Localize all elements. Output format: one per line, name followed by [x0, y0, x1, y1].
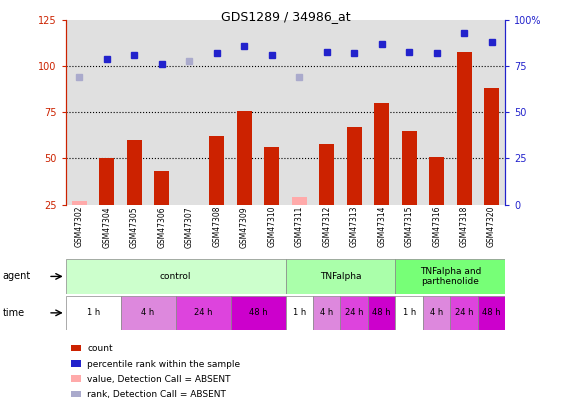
Bar	[154, 171, 170, 205]
Bar	[313, 20, 340, 205]
Text: 4 h: 4 h	[142, 308, 155, 318]
Bar	[176, 20, 203, 205]
Text: rank, Detection Call = ABSENT: rank, Detection Call = ABSENT	[87, 390, 226, 399]
Text: 1 h: 1 h	[292, 308, 306, 318]
Text: 48 h: 48 h	[482, 308, 501, 318]
Bar	[423, 296, 451, 330]
Bar	[374, 103, 389, 205]
Bar	[429, 157, 444, 205]
Bar	[368, 20, 395, 205]
Bar	[72, 201, 87, 205]
Bar	[484, 88, 499, 205]
Bar	[423, 20, 451, 205]
Bar	[66, 259, 286, 294]
Bar	[451, 20, 478, 205]
Bar	[340, 296, 368, 330]
Bar	[340, 20, 368, 205]
Bar	[127, 140, 142, 205]
Bar	[286, 20, 313, 205]
Bar	[66, 20, 93, 205]
Bar	[258, 20, 286, 205]
Bar	[286, 259, 395, 294]
Text: 1 h: 1 h	[87, 308, 100, 318]
Text: 48 h: 48 h	[249, 308, 267, 318]
Bar	[66, 296, 120, 330]
Text: TNFalpha: TNFalpha	[320, 272, 361, 281]
Text: control: control	[160, 272, 191, 281]
Bar	[120, 296, 176, 330]
Bar	[231, 20, 258, 205]
Bar	[231, 296, 286, 330]
Text: TNFalpha and
parthenolide: TNFalpha and parthenolide	[420, 267, 481, 286]
Text: 48 h: 48 h	[372, 308, 391, 318]
Bar	[395, 259, 505, 294]
Bar	[286, 296, 313, 330]
Text: GDS1289 / 34986_at: GDS1289 / 34986_at	[220, 10, 351, 23]
Bar	[203, 20, 231, 205]
Bar	[209, 136, 224, 205]
Bar	[120, 20, 148, 205]
Text: 24 h: 24 h	[455, 308, 473, 318]
Text: 24 h: 24 h	[194, 308, 212, 318]
Bar	[457, 51, 472, 205]
Bar	[451, 296, 478, 330]
Bar	[347, 127, 362, 205]
Bar	[313, 296, 340, 330]
Bar	[148, 20, 176, 205]
Bar	[264, 147, 279, 205]
Bar	[395, 296, 423, 330]
Bar	[93, 20, 120, 205]
Text: time: time	[3, 308, 25, 318]
Text: 24 h: 24 h	[345, 308, 364, 318]
Text: agent: agent	[3, 271, 31, 281]
Bar	[401, 131, 417, 205]
Bar	[176, 296, 231, 330]
Bar	[237, 111, 252, 205]
Text: value, Detection Call = ABSENT: value, Detection Call = ABSENT	[87, 375, 231, 384]
Text: count: count	[87, 344, 113, 353]
Bar	[99, 158, 114, 205]
Bar	[478, 20, 505, 205]
Bar	[292, 197, 307, 205]
Text: 4 h: 4 h	[320, 308, 333, 318]
Bar	[478, 296, 505, 330]
Text: percentile rank within the sample: percentile rank within the sample	[87, 360, 240, 369]
Bar	[395, 20, 423, 205]
Text: 4 h: 4 h	[430, 308, 443, 318]
Text: 1 h: 1 h	[403, 308, 416, 318]
Bar	[319, 144, 334, 205]
Bar	[368, 296, 395, 330]
